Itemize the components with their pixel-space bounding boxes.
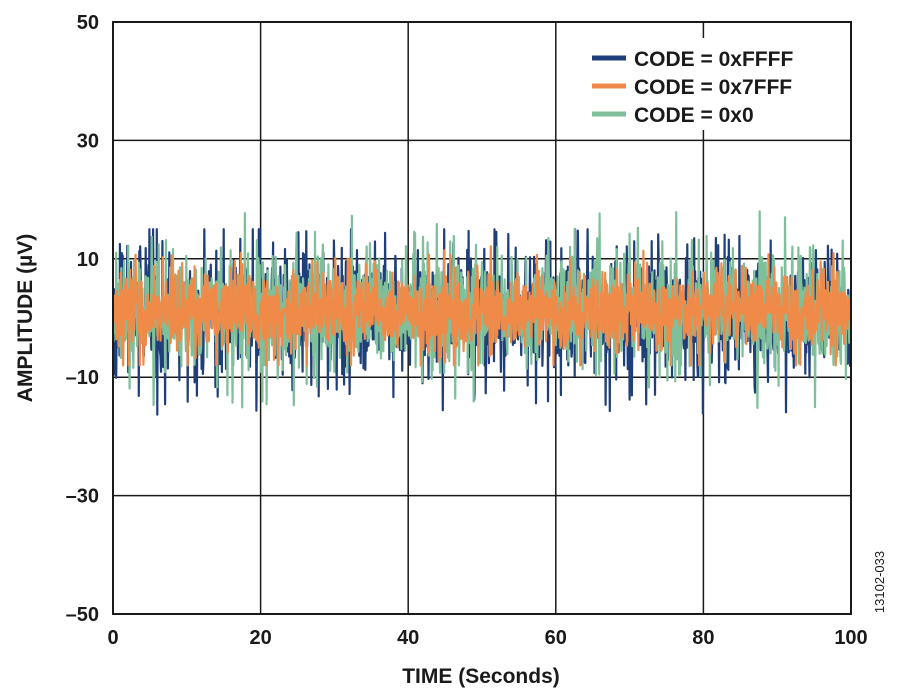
legend-entry: CODE = 0x7FFF xyxy=(634,76,792,99)
y-tick-label: 50 xyxy=(77,12,99,34)
plot-frame xyxy=(112,21,852,615)
x-tick-label: 40 xyxy=(397,627,419,649)
y-tick-labels: 50 30 10 –10 –30 –50 xyxy=(66,12,99,626)
y-tick-label: –50 xyxy=(66,604,99,626)
x-tick-label: 80 xyxy=(692,627,714,649)
series-line xyxy=(111,245,853,367)
y-axis-label: AMPLITUDE (µV) xyxy=(14,234,37,402)
x-tick-labels: 0 20 40 60 80 100 xyxy=(107,627,867,649)
y-tick-label: 30 xyxy=(77,130,99,152)
x-tick-label: 100 xyxy=(834,627,867,649)
series-group xyxy=(111,210,853,416)
y-tick-label: –30 xyxy=(66,486,99,508)
legend-background xyxy=(582,38,847,130)
x-tick-label: 20 xyxy=(249,627,271,649)
x-tick-label: 0 xyxy=(107,627,118,649)
legend-entry: CODE = 0x0 xyxy=(634,104,754,127)
y-tick-label: –10 xyxy=(66,367,99,389)
legend: CODE = 0xFFFF CODE = 0x7FFF CODE = 0x0 xyxy=(582,38,847,130)
series-line xyxy=(111,210,853,409)
y-tick-label: 10 xyxy=(77,249,99,271)
x-axis-label: TIME (Seconds) xyxy=(402,665,560,688)
legend-entry: CODE = 0xFFFF xyxy=(634,48,793,71)
figure-id: 13102-033 xyxy=(872,551,887,613)
x-tick-label: 60 xyxy=(545,627,567,649)
